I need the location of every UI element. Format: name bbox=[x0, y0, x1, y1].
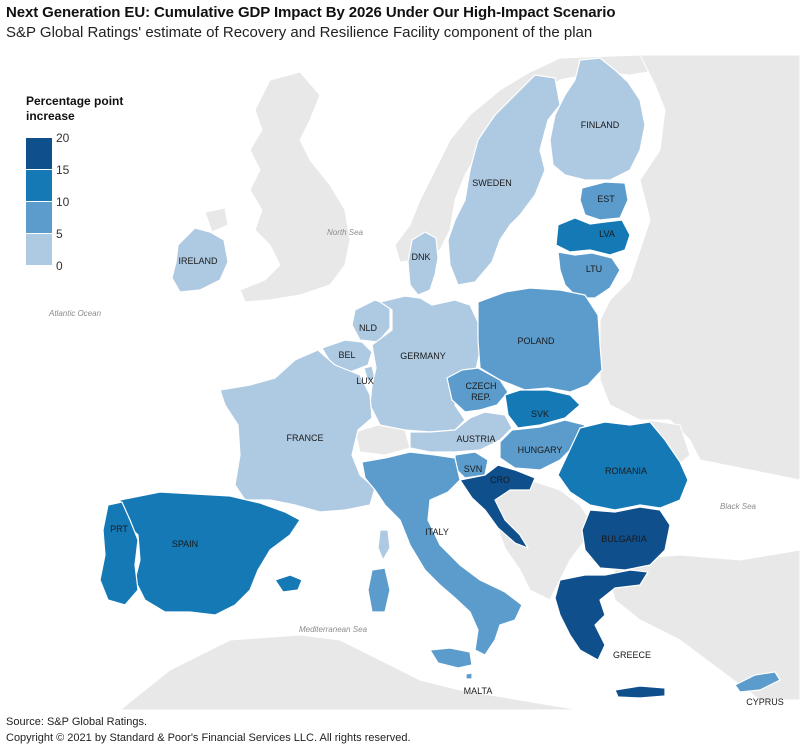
legend-swatch-5-10 bbox=[26, 202, 52, 234]
country-nld[interactable] bbox=[351, 299, 391, 343]
country-prt[interactable] bbox=[99, 501, 139, 606]
label-poland: POLAND bbox=[517, 336, 555, 346]
eu-countries bbox=[99, 57, 781, 699]
country-spain-balearic[interactable] bbox=[274, 574, 303, 593]
country-greece-crete[interactable] bbox=[614, 685, 666, 699]
label-mediterranean-sea: Mediterranean Sea bbox=[299, 625, 368, 634]
label-north-sea: North Sea bbox=[327, 228, 364, 237]
label-cro: CRO bbox=[490, 475, 510, 485]
label-romania: ROMANIA bbox=[605, 466, 647, 476]
label-lva: LVA bbox=[599, 229, 615, 239]
country-italy[interactable] bbox=[361, 451, 523, 656]
label-est: EST bbox=[597, 194, 615, 204]
sea-labels: North Sea Atlantic Ocean Black Sea Medit… bbox=[48, 228, 757, 634]
label-czech-2: REP. bbox=[471, 392, 491, 402]
legend-tick-20: 20 bbox=[56, 131, 70, 145]
legend-tick-10: 10 bbox=[56, 195, 70, 209]
country-cro[interactable] bbox=[459, 464, 536, 549]
country-greece[interactable] bbox=[554, 569, 649, 661]
country-czech[interactable] bbox=[446, 367, 509, 413]
country-svk[interactable] bbox=[504, 389, 581, 429]
country-france-corsica[interactable] bbox=[377, 529, 391, 561]
label-cyprus: CYPRUS bbox=[746, 697, 784, 707]
label-italy: ITALY bbox=[425, 527, 449, 537]
label-atlantic-ocean: Atlantic Ocean bbox=[48, 309, 102, 318]
country-labels: FINLAND SWEDEN EST LVA LTU DNK IRELAND N… bbox=[110, 120, 784, 707]
label-ltu: LTU bbox=[586, 264, 602, 274]
legend: Percentage point increase 20 15 10 5 0 bbox=[26, 94, 146, 273]
label-sweden: SWEDEN bbox=[472, 178, 512, 188]
label-bel: BEL bbox=[338, 350, 355, 360]
country-sweden[interactable] bbox=[447, 74, 561, 286]
label-dnk: DNK bbox=[411, 252, 430, 262]
label-bulgaria: BULGARIA bbox=[601, 534, 647, 544]
label-ireland: IRELAND bbox=[178, 256, 218, 266]
country-lva[interactable] bbox=[555, 217, 631, 256]
legend-swatch-10-15 bbox=[26, 170, 52, 202]
country-italy-sardinia[interactable] bbox=[367, 567, 391, 613]
country-ireland[interactable] bbox=[171, 227, 229, 293]
source-note: Source: S&P Global Ratings. bbox=[6, 716, 148, 728]
label-finland: FINLAND bbox=[581, 120, 620, 130]
legend-title: Percentage point increase bbox=[26, 94, 124, 123]
country-ltu[interactable] bbox=[557, 251, 621, 299]
country-austria[interactable] bbox=[409, 411, 513, 453]
country-dnk[interactable] bbox=[407, 231, 439, 296]
legend-tick-15: 15 bbox=[56, 163, 70, 177]
label-hungary: HUNGARY bbox=[518, 445, 563, 455]
legend-tick-0: 0 bbox=[56, 259, 63, 273]
country-est[interactable] bbox=[579, 181, 629, 221]
country-france[interactable] bbox=[219, 349, 376, 513]
label-czech-1: CZECH bbox=[466, 381, 497, 391]
label-lux: LUX bbox=[356, 376, 374, 386]
chart-title: Next Generation EU: Cumulative GDP Impac… bbox=[6, 4, 616, 21]
legend-swatch-15-20 bbox=[26, 138, 52, 170]
country-cyprus[interactable] bbox=[734, 671, 781, 693]
country-finland[interactable] bbox=[549, 57, 646, 181]
label-austria: AUSTRIA bbox=[456, 434, 495, 444]
label-spain: SPAIN bbox=[172, 539, 198, 549]
label-germany: GERMANY bbox=[400, 351, 446, 361]
copyright-note: Copyright © 2021 by Standard & Poor's Fi… bbox=[6, 732, 411, 744]
europe-map: FINLAND SWEDEN EST LVA LTU DNK IRELAND N… bbox=[0, 50, 800, 710]
label-svk: SVK bbox=[531, 409, 549, 419]
legend-scale: 20 15 10 5 0 bbox=[26, 131, 69, 273]
label-svn: SVN bbox=[464, 464, 483, 474]
label-nld: NLD bbox=[359, 323, 378, 333]
label-black-sea: Black Sea bbox=[720, 502, 757, 511]
label-prt: PRT bbox=[110, 524, 128, 534]
country-bulgaria[interactable] bbox=[581, 506, 671, 571]
country-spain[interactable] bbox=[119, 491, 301, 616]
country-italy-sicily[interactable] bbox=[429, 647, 473, 669]
chart-subtitle: S&P Global Ratings' estimate of Recovery… bbox=[6, 24, 593, 41]
legend-tick-5: 5 bbox=[56, 227, 63, 241]
non-eu-land bbox=[119, 54, 800, 710]
country-hungary[interactable] bbox=[499, 419, 586, 471]
country-romania[interactable] bbox=[557, 421, 689, 511]
label-malta: MALTA bbox=[464, 686, 493, 696]
country-malta[interactable] bbox=[465, 672, 473, 680]
label-greece: GREECE bbox=[613, 650, 651, 660]
legend-swatch-0-5 bbox=[26, 234, 52, 266]
label-france: FRANCE bbox=[286, 433, 323, 443]
